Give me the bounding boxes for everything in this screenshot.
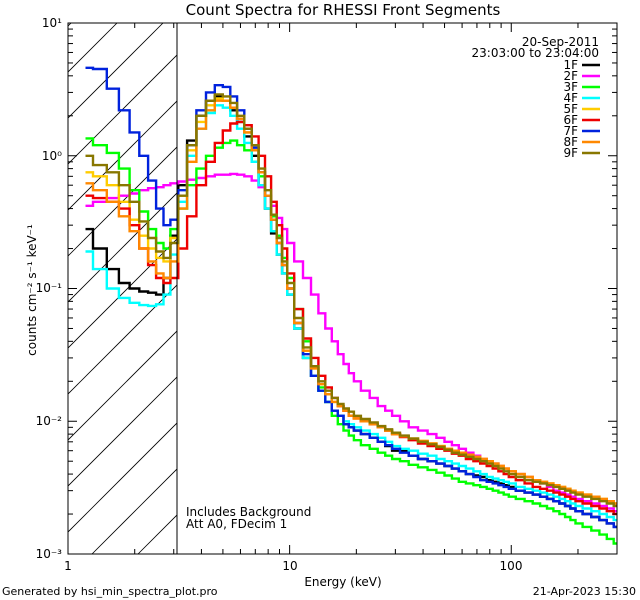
attenuator-note: Att A0, FDecim 1 <box>186 517 287 531</box>
background-hatch-region <box>0 0 177 554</box>
y-tick-label: 10⁰ <box>42 149 62 163</box>
axis-ticks <box>67 22 618 555</box>
legend-label: 4F <box>563 91 578 105</box>
y-tick-label: 10⁻¹ <box>36 281 63 295</box>
x-axis-label: Energy (keV) <box>304 575 381 589</box>
hatch-line <box>0 0 94 554</box>
hatch-line <box>0 0 48 554</box>
legend-label: 8F <box>563 135 578 149</box>
y-tick-label: 10¹ <box>42 16 62 30</box>
time-range-label: 23:03:00 to 23:04:00 <box>472 46 599 60</box>
x-tick-label: 10 <box>282 559 297 573</box>
hatch-line <box>68 192 177 303</box>
y-tick-label: 10⁻² <box>36 414 63 428</box>
hatch-line <box>68 376 177 487</box>
legend-label: 1F <box>563 58 578 72</box>
series-line-6F <box>85 120 617 516</box>
y-tick-label: 10⁻³ <box>36 547 63 561</box>
series-line-8F <box>85 99 617 505</box>
legend-label: 2F <box>563 69 578 83</box>
timestamp-footer: 21-Apr-2023 15:30 <box>533 585 636 598</box>
hatch-line <box>68 422 177 533</box>
date-label: 20-Sep-2011 <box>522 35 599 49</box>
chart-title: Count Spectra for RHESSI Front Segments <box>186 1 501 19</box>
series-line-4F <box>85 104 617 522</box>
hatch-line <box>68 23 164 119</box>
series-line-1F <box>85 95 617 529</box>
legend-label: 7F <box>563 124 578 138</box>
series-line-3F <box>85 137 617 545</box>
y-axis-label: counts cm⁻² s⁻¹ keV⁻¹ <box>25 224 39 356</box>
hatch-line <box>68 23 118 73</box>
hatch-line <box>68 146 177 257</box>
legend-label: 5F <box>563 102 578 116</box>
legend-label: 3F <box>563 80 578 94</box>
x-tick-label: 100 <box>500 559 523 573</box>
series-line-9F <box>85 93 617 508</box>
hatch-line <box>68 238 177 349</box>
series-line-7F <box>85 66 617 529</box>
legend-label: 6F <box>563 113 578 127</box>
plot-frame <box>67 22 618 555</box>
generator-footer: Generated by hsi_min_spectra_plot.pro <box>2 585 218 598</box>
series-layer <box>85 66 617 545</box>
x-tick-label: 1 <box>64 559 72 573</box>
legend-label: 9F <box>563 146 578 160</box>
background-note: Includes Background <box>186 505 311 519</box>
